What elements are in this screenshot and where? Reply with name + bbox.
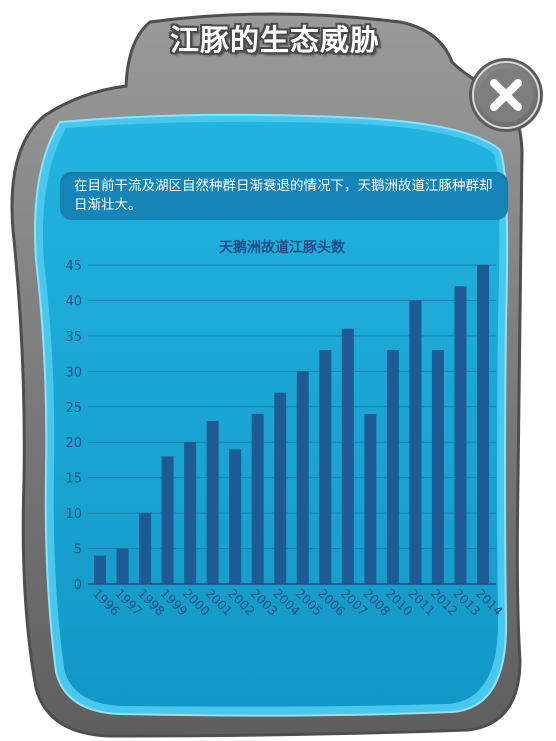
chart-gridlines xyxy=(88,264,496,550)
bar-2006 xyxy=(319,350,332,584)
y-tick-label: 40 xyxy=(65,294,82,309)
description-box: 在目前干流及湖区自然种群日渐衰退的情况下，天鹅洲故道江豚种群却日渐壮大。 xyxy=(60,172,508,220)
bar-1998 xyxy=(139,513,152,584)
y-tick-label: 30 xyxy=(65,365,82,380)
x-axis-ticks: 1996199719981999200020012002200320042005… xyxy=(90,586,506,619)
bar-2005 xyxy=(296,371,309,584)
y-tick-label: 20 xyxy=(65,436,82,451)
bar-2008 xyxy=(364,413,377,584)
bar-2012 xyxy=(431,350,444,584)
bar-2007 xyxy=(341,328,354,584)
bar-2013 xyxy=(454,286,467,584)
y-tick-label: 25 xyxy=(65,401,82,416)
panel-title: 江豚的生态威胁 xyxy=(169,23,380,57)
close-x-icon xyxy=(469,58,543,132)
bar-2014 xyxy=(477,265,489,584)
bar-2010 xyxy=(386,350,399,584)
y-tick-label: 10 xyxy=(65,507,82,522)
bar-2002 xyxy=(229,449,242,584)
bar-1996 xyxy=(94,555,106,584)
description-text: 在目前干流及湖区自然种群日渐衰退的情况下，天鹅洲故道江豚种群却日渐壮大。 xyxy=(74,178,493,213)
chart-title: 天鹅洲故道江豚头数 xyxy=(219,239,346,256)
chart-bars xyxy=(94,265,489,584)
bar-2001 xyxy=(206,420,219,584)
y-tick-label: 15 xyxy=(65,472,82,487)
bar-1999 xyxy=(161,456,174,584)
y-tick-label: 45 xyxy=(65,259,82,274)
bar-2004 xyxy=(274,392,287,584)
bar-2000 xyxy=(184,442,197,584)
bar-2003 xyxy=(251,413,264,584)
bar-2011 xyxy=(409,300,422,584)
close-button[interactable] xyxy=(466,55,546,135)
bar-1997 xyxy=(116,548,129,584)
y-tick-label: 35 xyxy=(65,330,82,345)
y-tick-label: 0 xyxy=(74,578,82,593)
y-axis-ticks: 0 5 10 15 20 25 30 35 40 45 xyxy=(65,259,82,593)
y-tick-label: 5 xyxy=(74,543,82,558)
